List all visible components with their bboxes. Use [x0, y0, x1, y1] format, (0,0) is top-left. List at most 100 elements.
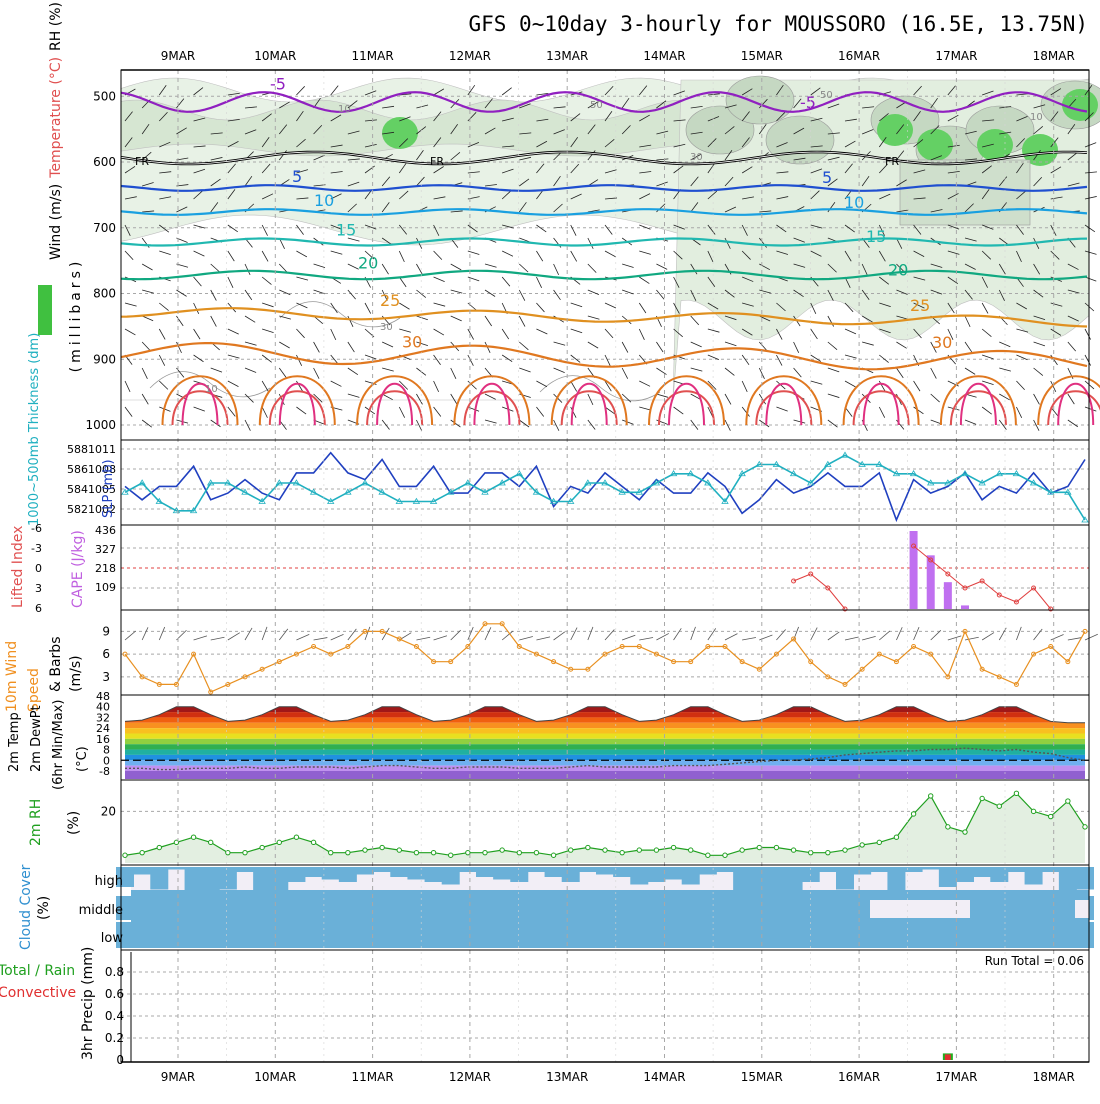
wind-barb: [330, 193, 342, 200]
thickness-marker: [207, 479, 215, 486]
wind-barb: [759, 419, 770, 428]
wind-barb: [570, 302, 583, 308]
cloud-bar-low: [476, 922, 494, 948]
rh-marker: [893, 834, 900, 840]
temperature-contour-surface: [570, 382, 608, 426]
thickness-marker: [155, 497, 163, 504]
cloud-bar-high: [698, 867, 717, 875]
thickness-marker: [909, 469, 918, 477]
pressure-tick-label: 900: [93, 352, 116, 366]
wind-barb: [570, 113, 581, 122]
wind-barb: [261, 137, 270, 148]
temp-band: [125, 712, 1085, 718]
temp-tick-label: -8: [99, 765, 110, 778]
wind-barb: [158, 111, 168, 122]
wind-barb: [1067, 419, 1079, 428]
temp-band: [125, 754, 1085, 761]
wind-barb: [227, 118, 240, 122]
temp-axis-label: (6hr Min/Max): [51, 700, 66, 790]
wind-barb: [193, 635, 208, 641]
wind-barb: [844, 118, 857, 122]
wind-barb: [142, 210, 155, 213]
left-label-part: RH (%): [48, 2, 64, 51]
wind-barb: [964, 263, 976, 270]
wind-barb: [673, 165, 684, 174]
left-label-part: Wind (m/s): [48, 184, 64, 260]
wind-barb: [844, 354, 857, 359]
wind-speed-marker: [225, 681, 231, 687]
wind-barb: [930, 367, 937, 379]
wind-barb: [450, 367, 457, 379]
wind-barb: [244, 129, 257, 135]
wind-speed-marker: [585, 666, 591, 672]
cloud-bar-high: [1076, 867, 1094, 890]
thickness-marker: [721, 497, 729, 504]
wind-barb: [227, 92, 240, 96]
cloud-bar-high: [287, 867, 306, 882]
wind-speed-marker: [568, 666, 574, 672]
wind-barb: [964, 341, 973, 353]
temperature-contour-surface: [1037, 375, 1100, 426]
cape-tick-label: 218: [95, 562, 116, 575]
cloud-bar-high: [356, 867, 374, 875]
wind-barb: [1033, 393, 1040, 405]
wind-barb: [604, 629, 615, 641]
cape-bar: [926, 555, 935, 609]
thickness-marker: [584, 479, 592, 486]
wind-barb: [536, 140, 548, 148]
cloud-bar-low: [338, 922, 357, 948]
thickness-marker: [618, 488, 626, 495]
wind-barb: [879, 328, 891, 334]
wind-barb: [244, 263, 251, 276]
wind-barb: [227, 632, 240, 641]
wind-barb: [810, 328, 818, 340]
thickness-marker: [1029, 479, 1038, 486]
wind-speed-marker: [825, 674, 831, 680]
wind-barb: [330, 171, 343, 174]
date-label-bottom: 18MAR: [1033, 1070, 1075, 1084]
wind-barb: [1084, 633, 1098, 641]
wind-barb: [433, 250, 443, 260]
wind-barb: [141, 341, 151, 352]
cloud-bar-low: [990, 922, 1009, 948]
wind-barb: [193, 406, 205, 412]
wind-barb: [639, 114, 650, 122]
wind-barb: [501, 190, 512, 200]
wind-barb: [776, 406, 788, 412]
cloud-bar-high: [990, 867, 1009, 882]
wind-barb: [536, 328, 548, 335]
rh-contour-label: 10: [205, 384, 218, 395]
wind-barb: [673, 143, 686, 148]
wind-barb: [981, 189, 990, 200]
temperature-contour: [120, 237, 1088, 247]
cloud-bar-low: [681, 922, 700, 948]
rh-patch-green: [1062, 89, 1098, 121]
li-marker: [928, 557, 934, 563]
temperature-contour-surface: [453, 375, 531, 426]
wind-barb: [964, 367, 976, 375]
date-label-top: 10MAR: [254, 49, 296, 63]
wind-barb: [467, 141, 480, 148]
wind-barb: [536, 380, 548, 388]
rh-marker: [242, 849, 248, 856]
wind-barb: [1016, 302, 1028, 310]
wind-barb: [621, 97, 630, 109]
wind-barb: [398, 406, 406, 418]
rh-contour-label: 10: [338, 104, 351, 115]
wind-barb: [999, 367, 1011, 372]
thickness-marker: [1047, 488, 1055, 495]
wind-barb: [1084, 276, 1097, 282]
wind-barb: [896, 179, 907, 187]
wind-barb: [776, 354, 783, 366]
cloud-middle-gap: [1075, 900, 1089, 918]
wind-barb: [570, 406, 577, 418]
wind-barb: [1033, 289, 1044, 298]
wind-barb: [639, 250, 651, 255]
wind-barb: [159, 171, 172, 174]
wind-barb: [433, 406, 442, 417]
thickness-tick-label: 586: [67, 463, 88, 476]
wind-barb: [964, 315, 971, 328]
wind-barb: [587, 315, 600, 320]
wind-speed-marker: [208, 689, 214, 695]
